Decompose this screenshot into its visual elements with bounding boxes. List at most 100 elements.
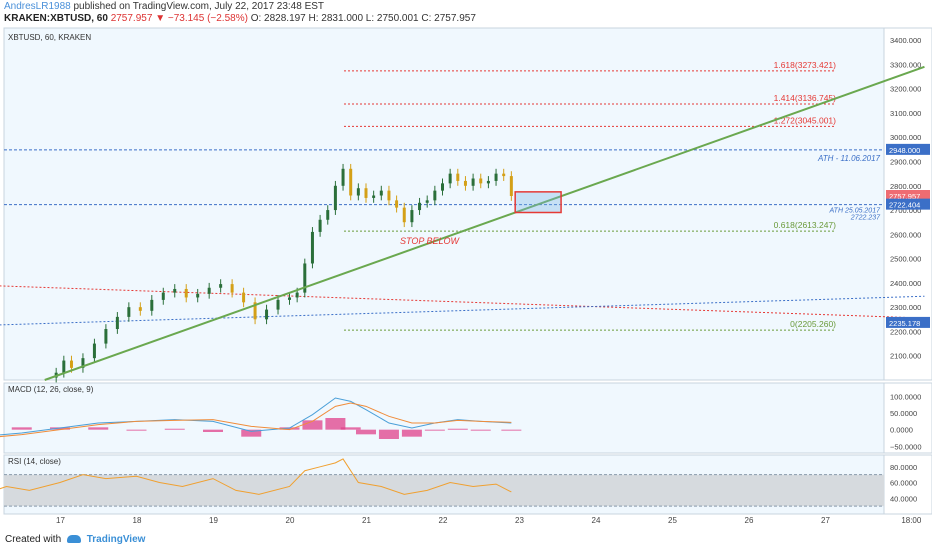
candle-body xyxy=(81,358,85,368)
candle-body xyxy=(69,360,73,368)
fib-label: 1.618(3273.421) xyxy=(774,60,837,70)
author-link[interactable]: AndresLR1988 xyxy=(4,1,71,12)
candle-body xyxy=(184,288,188,298)
candle-body xyxy=(92,343,96,359)
time-axis-tick: 18:00 xyxy=(901,516,922,525)
price-axis-tick: 2300.000 xyxy=(890,303,921,312)
candle-body xyxy=(62,360,66,373)
candle-body xyxy=(288,297,291,300)
macd-pane-background xyxy=(3,382,885,454)
candle-body xyxy=(441,183,444,191)
time-axis-tick: 22 xyxy=(439,516,448,525)
macd-histogram-bar xyxy=(88,427,109,430)
price-axis-label: 2722.404 xyxy=(889,201,920,210)
time-axis-tick: 26 xyxy=(745,516,754,525)
candle-body xyxy=(410,210,414,223)
price-change: ▼ −73.145 (−2.58%) xyxy=(155,13,248,24)
macd-histogram-bar xyxy=(325,418,346,430)
time-axis-tick: 27 xyxy=(821,516,830,525)
signal-line xyxy=(0,402,512,438)
price-axis-tick: 2500.000 xyxy=(890,255,921,264)
price-axis-tick: 2100.000 xyxy=(890,352,921,361)
candle-body xyxy=(138,307,142,311)
candle-body xyxy=(295,292,299,298)
candle-body xyxy=(310,231,314,264)
macd-histogram-bar xyxy=(340,427,361,430)
candle-body xyxy=(318,219,322,232)
rsi-axis-tick: 60.0000 xyxy=(890,479,917,488)
time-axis-tick: 19 xyxy=(209,516,218,525)
candle-body xyxy=(418,202,422,211)
price-axis-tick: 2800.000 xyxy=(890,182,921,191)
candle-body xyxy=(333,185,337,211)
candle-body xyxy=(486,180,490,184)
candle-body xyxy=(395,200,399,208)
candle-body xyxy=(104,329,108,344)
time-axis-tick: 18 xyxy=(133,516,142,525)
ath-top-annotation: ATH - 11.06.2017 xyxy=(817,154,881,163)
candle-body xyxy=(402,207,406,223)
macd-histogram-bar xyxy=(164,428,185,430)
candle-body xyxy=(372,195,376,198)
price-axis-tick: 2400.000 xyxy=(890,279,921,288)
candle-body xyxy=(219,284,223,288)
candle-body xyxy=(379,190,383,196)
candle-body xyxy=(276,299,280,310)
candle-body xyxy=(115,316,119,330)
price-pane-background xyxy=(3,27,885,381)
rsi-pane-title: RSI (14, close) xyxy=(8,457,61,466)
rsi-line xyxy=(0,458,512,495)
trendline xyxy=(44,65,925,381)
last-price: 2757.957 xyxy=(110,13,153,24)
price-axis-tick: 3400.000 xyxy=(890,36,921,45)
stop-below-annotation: STOP BELOW xyxy=(400,236,461,246)
candle-body xyxy=(196,293,200,298)
candle-body xyxy=(356,188,360,196)
time-axis-tick: 20 xyxy=(286,516,295,525)
macd-axis-tick: −50.0000 xyxy=(890,442,922,451)
candle-body xyxy=(326,210,330,220)
rsi-band xyxy=(4,474,884,507)
fib-label: 0.618(2613.247) xyxy=(774,220,837,230)
price-axis-label: 2948.000 xyxy=(889,146,920,155)
macd-histogram-bar xyxy=(203,429,223,432)
candle-body xyxy=(425,200,429,203)
candle-body xyxy=(265,309,269,320)
price-axis-tick: 2200.000 xyxy=(890,327,921,336)
time-axis-tick: 24 xyxy=(592,516,601,525)
price-axis-tick: 3100.000 xyxy=(890,109,921,118)
chart-area[interactable]: 3400.000 3300.000 3200.000 3100.000 3000.000… xyxy=(0,26,932,526)
published-text: published on TradingView.com, July 22, 2… xyxy=(73,1,325,12)
macd-axis-tick: 50.0000 xyxy=(890,409,917,418)
price-axis-tick: 3000.000 xyxy=(890,133,921,142)
macd-histogram-bar xyxy=(356,429,376,435)
macd-pane-title: MACD (12, 26, close, 9) xyxy=(8,385,94,394)
chart-header: AndresLR1988 published on TradingView.co… xyxy=(0,0,932,26)
price-axis-label: 2757.957 xyxy=(889,192,920,201)
candle-body xyxy=(207,287,211,294)
symbol-label: KRAKEN:XBTUSD, 60 xyxy=(4,13,108,24)
created-with-text: Created with xyxy=(5,534,62,545)
candle-body xyxy=(161,292,165,300)
macd-price-axis xyxy=(883,382,932,454)
ath-mid-value: 2722.237 xyxy=(850,215,881,222)
candle-body xyxy=(494,173,498,181)
price-axis-label: 2235.178 xyxy=(889,319,920,328)
price-axis-label-bg xyxy=(886,189,930,201)
macd-histogram-bar xyxy=(378,429,399,439)
macd-histogram-bar xyxy=(424,429,445,431)
macd-axis-tick: 0.0000 xyxy=(890,426,913,435)
candle-body xyxy=(456,173,460,181)
candle-body xyxy=(230,284,234,293)
candle-body xyxy=(349,168,353,196)
tradingview-brand[interactable]: TradingView xyxy=(86,534,146,545)
ath-mid-annotation: ATH 25.05.2017 xyxy=(829,208,882,215)
price-axis-label-bg xyxy=(886,316,930,328)
candle-body xyxy=(509,176,513,196)
tradingview-logo-icon xyxy=(66,535,81,543)
candle-body xyxy=(341,168,345,186)
stop-box xyxy=(514,191,562,214)
candle-body xyxy=(364,188,368,198)
time-axis-tick: 17 xyxy=(56,516,65,525)
chart-svg[interactable]: 3400.000 3300.000 3200.000 3100.000 3000.000… xyxy=(0,26,932,526)
